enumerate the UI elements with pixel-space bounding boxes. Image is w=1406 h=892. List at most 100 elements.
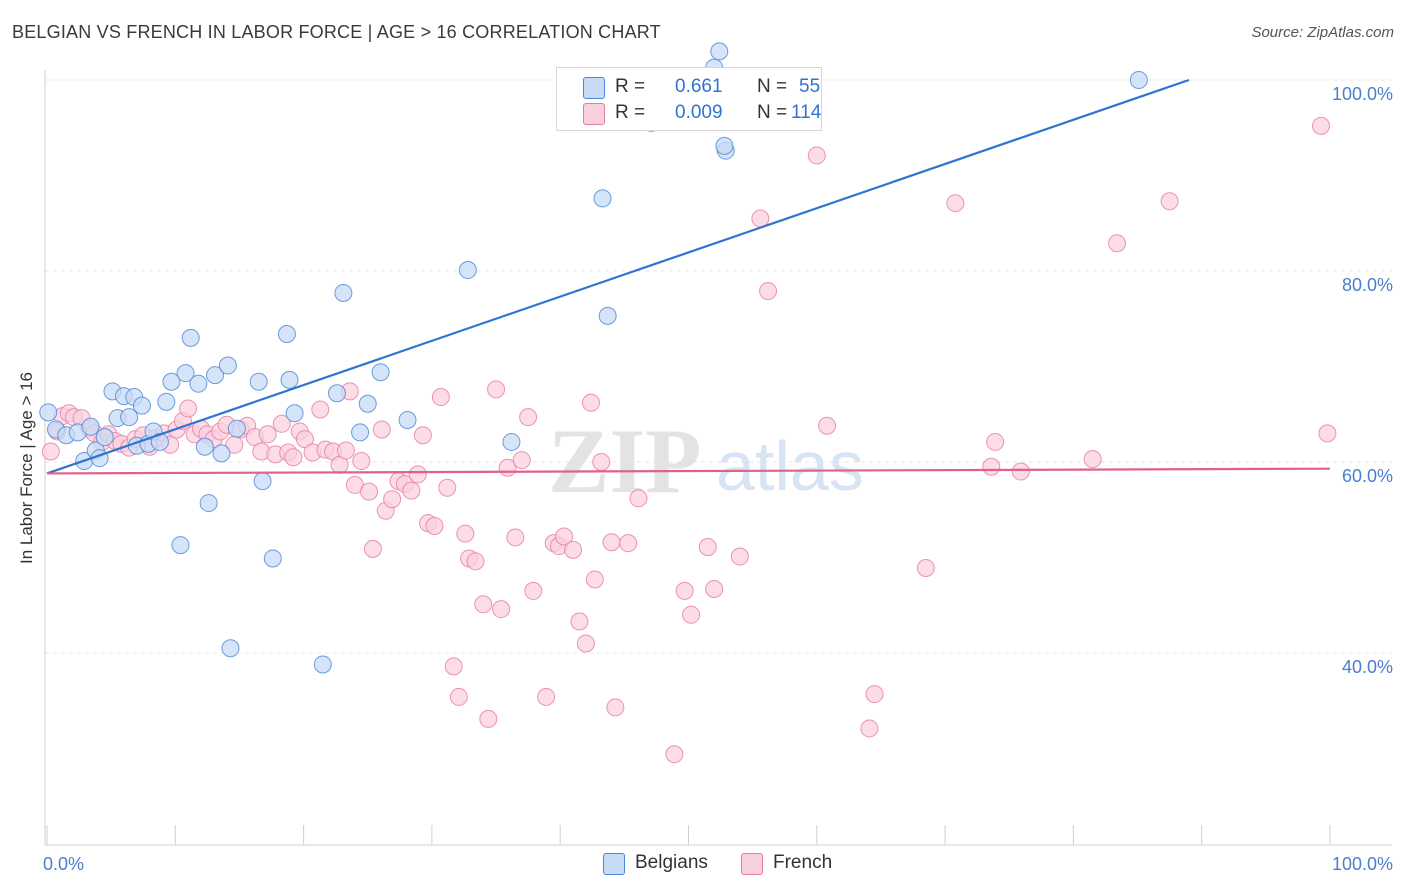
french-point [408,465,427,484]
french-point [524,581,543,600]
stats-legend: R = 0.661 N = 55 R = 0.009 N = 114 [556,67,822,131]
belgian-point [327,384,346,403]
belgian-point [39,403,58,422]
belgian-point [1129,71,1148,89]
watermark-atlas: atlas [716,427,864,505]
french-point [1011,462,1030,481]
french-point [179,399,198,418]
belgian-point [81,417,100,436]
french-point [258,425,277,444]
chart-title: BELGIAN VS FRENCH IN LABOR FORCE | AGE >… [12,22,661,42]
belgian-point [195,437,214,456]
french-point [865,685,884,704]
french-point [986,432,1005,451]
french-point [759,282,778,301]
french-n-value: 114 [791,102,822,123]
french-point [413,426,432,445]
belgian-points [39,42,1148,674]
belgian-point [218,356,237,375]
french-point [284,448,303,467]
french-point [444,657,463,676]
watermark-zip: ZIP [548,410,701,512]
french-point [619,534,638,553]
french-point [487,380,506,399]
french-swatch [583,103,605,125]
french-point [466,552,485,571]
french-point [519,408,538,427]
y-tick-label: 40.0% [1342,657,1393,677]
french-point [449,687,468,706]
belgians-n-value: 55 [799,76,821,97]
belgian-point [206,366,225,385]
french-point [665,745,684,764]
french-point [1083,450,1102,469]
french-n-label: N = [757,102,788,123]
french-point [705,580,724,599]
y-tick-label: 80.0% [1342,275,1393,295]
belgians-r-label: R = [615,76,646,97]
french-point [982,457,1001,476]
y-axis-title: In Labor Force | Age > 16 [17,371,36,564]
belgian-point [95,428,114,447]
trend-lines [46,78,1331,475]
belgians-swatch [583,77,605,99]
belgian-point [212,444,231,463]
belgian-point [280,370,299,389]
belgian-point [227,419,246,438]
french-point [363,539,382,558]
gridlines [45,79,1392,654]
french-point [1108,234,1127,253]
belgian-trend-line [46,78,1190,475]
french-point [682,605,701,624]
french-point [860,719,879,738]
french-point [916,559,935,578]
french-point [1312,116,1331,135]
belgians-r-value: 0.661 [675,76,723,97]
french-point [383,490,402,509]
french-r-label: R = [615,102,646,123]
french-point [564,540,583,559]
belgian-point [199,494,218,513]
french-point [425,516,444,535]
belgian-point [171,536,190,555]
french-point [629,489,648,508]
french-point [555,527,574,546]
belgian-point [120,408,139,427]
french-point [311,400,330,419]
french-point [581,393,600,412]
belgian-point [132,396,151,415]
french-point [1318,424,1337,443]
belgian-point [351,423,370,442]
belgian-point [710,42,729,61]
french-point [1160,192,1179,211]
french-point [751,209,770,228]
belgian-point [285,404,304,423]
belgian-point [593,189,612,208]
belgian-point [253,472,272,491]
french-point [479,709,498,728]
belgian-point [313,655,332,674]
french-point [295,430,314,449]
french-point [537,687,556,706]
belgian-point [398,410,417,429]
belgians-n-label: N = [757,76,788,97]
belgian-point [358,394,377,413]
x-tick-label-end: 100.0% [1332,854,1393,874]
belgian-point [181,328,200,347]
x-tick-label-start: 0.0% [43,854,84,874]
french-point [438,478,457,497]
french-point [602,533,621,552]
french-points [41,113,1337,764]
belgian-point [162,372,181,391]
french-point [698,537,717,556]
french-point [807,146,826,165]
french-point [606,698,625,717]
bottom-french-swatch [741,853,763,875]
french-trend-line [46,467,1331,475]
french-point [730,547,749,566]
french-point [818,416,837,435]
french-point [352,452,371,471]
french-r-value: 0.009 [675,102,723,123]
french-point [456,524,475,543]
